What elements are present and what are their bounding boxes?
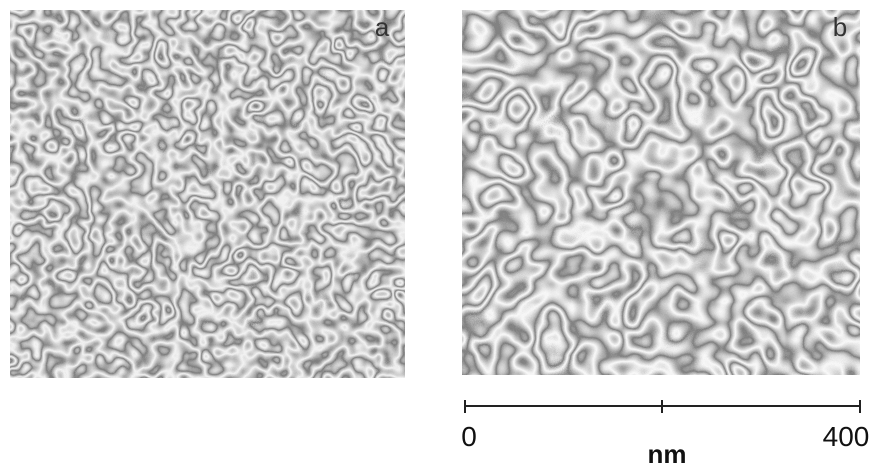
scale-tick-label: 0 xyxy=(461,421,477,452)
micrograph-b xyxy=(462,10,860,375)
micrograph-a xyxy=(10,10,405,378)
scale-unit: nm xyxy=(648,439,687,466)
panel-label: b xyxy=(833,12,847,42)
scale-bar xyxy=(465,400,860,413)
panel-label: a xyxy=(375,12,390,42)
scale-tick-label: 400 xyxy=(823,421,870,452)
